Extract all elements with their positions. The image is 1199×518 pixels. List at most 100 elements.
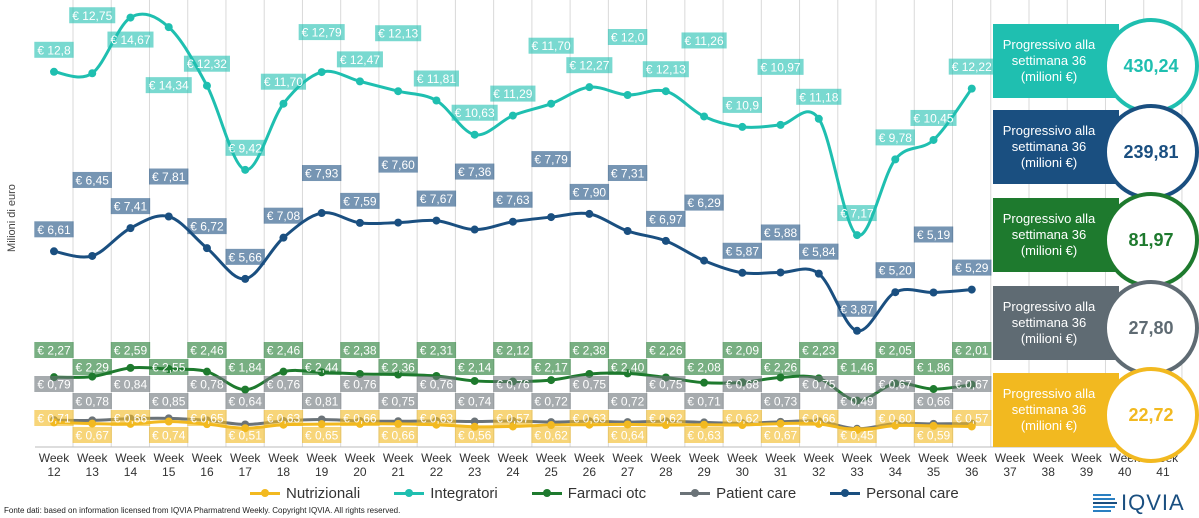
data-point bbox=[547, 376, 556, 385]
data-label-group: € 2,27 bbox=[34, 342, 74, 358]
data-label-group: € 2,09 bbox=[722, 342, 763, 358]
logo-text: IQVIA bbox=[1121, 490, 1185, 515]
data-label-group: € 0,75 bbox=[646, 376, 686, 392]
data-label-bg bbox=[948, 58, 995, 75]
x-tick-label: Week 15 bbox=[153, 451, 184, 479]
data-label-bg bbox=[607, 359, 648, 375]
data-label-group: € 0,76 bbox=[416, 376, 457, 392]
data-label: € 0,63 bbox=[420, 412, 454, 426]
data-point bbox=[547, 213, 556, 222]
data-label-bg bbox=[378, 156, 418, 173]
data-label-group: € 5,84 bbox=[799, 243, 839, 260]
data-point bbox=[164, 23, 173, 32]
data-label-group: € 7,60 bbox=[378, 156, 418, 173]
data-label: € 5,20 bbox=[879, 264, 913, 278]
data-label: € 10,97 bbox=[761, 60, 801, 74]
data-label: € 5,84 bbox=[802, 245, 836, 259]
data-label: € 7,81 bbox=[152, 170, 186, 184]
data-label-bg bbox=[837, 205, 877, 222]
data-label-group: € 12,75 bbox=[69, 7, 116, 24]
data-point bbox=[623, 420, 632, 429]
data-label: € 0,67 bbox=[764, 429, 798, 443]
data-label: € 0,63 bbox=[267, 412, 301, 426]
data-label: € 6,97 bbox=[649, 212, 683, 226]
data-label-group: € 12,8 bbox=[34, 41, 74, 58]
data-point bbox=[738, 268, 747, 277]
data-label: € 12,13 bbox=[646, 63, 686, 77]
data-label: € 2,36 bbox=[381, 361, 415, 375]
data-point bbox=[853, 326, 862, 335]
data-label-bg bbox=[183, 55, 230, 72]
data-point bbox=[700, 112, 709, 121]
data-point bbox=[126, 363, 135, 372]
data-label-bg bbox=[149, 168, 189, 185]
data-label: € 0,79 bbox=[37, 378, 71, 392]
data-label-group: € 0,66 bbox=[378, 427, 418, 443]
data-label-bg bbox=[416, 342, 457, 358]
data-label-bg bbox=[225, 359, 265, 375]
data-point bbox=[279, 99, 288, 108]
data-label: € 2,38 bbox=[573, 344, 607, 358]
data-point bbox=[661, 87, 670, 96]
data-label: € 2,44 bbox=[305, 361, 339, 375]
data-label: € 14,34 bbox=[149, 79, 189, 93]
data-point bbox=[967, 84, 976, 93]
data-label-group: € 2,36 bbox=[378, 359, 418, 375]
data-label-bg bbox=[263, 207, 304, 224]
legend: Nutrizionali Integratori Farmaci otc Pat… bbox=[250, 485, 959, 502]
data-label-bg bbox=[187, 342, 227, 358]
data-label-group: € 10,97 bbox=[757, 58, 804, 75]
data-label-bg bbox=[187, 218, 227, 235]
data-label: € 2,31 bbox=[420, 344, 454, 358]
data-label-group: € 7,63 bbox=[493, 191, 533, 208]
data-point bbox=[202, 367, 211, 376]
data-label-group: € 0,65 bbox=[301, 427, 342, 443]
data-label-group: € 7,36 bbox=[454, 163, 495, 180]
data-label: € 0,63 bbox=[573, 412, 607, 426]
data-label-group: € 12,32 bbox=[183, 55, 230, 72]
data-label: € 2,12 bbox=[496, 344, 530, 358]
data-label-group: € 2,59 bbox=[110, 342, 151, 358]
data-label-group: € 5,29 bbox=[952, 259, 992, 276]
data-label: € 0,63 bbox=[687, 429, 721, 443]
data-label-bg bbox=[799, 243, 839, 260]
data-label-group: € 2,55 bbox=[149, 359, 189, 375]
data-label-bg bbox=[607, 165, 648, 182]
x-tick-label: Week 12 bbox=[39, 451, 70, 479]
data-label: € 12,79 bbox=[302, 26, 342, 40]
data-label-group: € 0,85 bbox=[149, 393, 189, 409]
data-label-bg bbox=[187, 376, 227, 392]
logo-bars-icon bbox=[1093, 494, 1117, 512]
data-label-bg bbox=[569, 410, 610, 426]
data-label-bg bbox=[72, 171, 112, 188]
data-label-group: € 7,59 bbox=[340, 192, 380, 209]
data-label: € 7,31 bbox=[611, 167, 645, 181]
data-label-bg bbox=[301, 165, 342, 182]
data-label-bg bbox=[454, 359, 495, 375]
data-label-group: € 2,23 bbox=[799, 342, 839, 358]
data-label: € 0,60 bbox=[879, 412, 913, 426]
data-label: € 0,75 bbox=[649, 378, 683, 392]
data-label: € 7,59 bbox=[343, 194, 377, 208]
data-point bbox=[164, 417, 173, 426]
data-point bbox=[394, 218, 403, 227]
data-label-bg bbox=[757, 58, 804, 75]
data-point bbox=[279, 367, 288, 376]
data-label-bg bbox=[913, 359, 954, 375]
data-label: € 0,67 bbox=[955, 378, 989, 392]
data-label-bg bbox=[493, 342, 533, 358]
data-point bbox=[891, 288, 900, 297]
data-label-group: € 0,71 bbox=[34, 410, 74, 426]
data-label-bg bbox=[952, 259, 992, 276]
data-label-bg bbox=[875, 262, 915, 279]
data-label-group: € 0,73 bbox=[760, 393, 801, 409]
data-label-bg bbox=[566, 57, 613, 74]
data-label-bg bbox=[681, 32, 727, 49]
y-axis-label: Milioni di euro bbox=[6, 184, 18, 252]
data-label-bg bbox=[837, 359, 877, 375]
data-label-bg bbox=[340, 410, 380, 426]
data-label: € 0,76 bbox=[420, 378, 454, 392]
data-label: € 9,42 bbox=[229, 141, 263, 155]
data-label-group: € 11,26 bbox=[681, 32, 727, 49]
data-label-group: € 0,72 bbox=[607, 393, 648, 409]
